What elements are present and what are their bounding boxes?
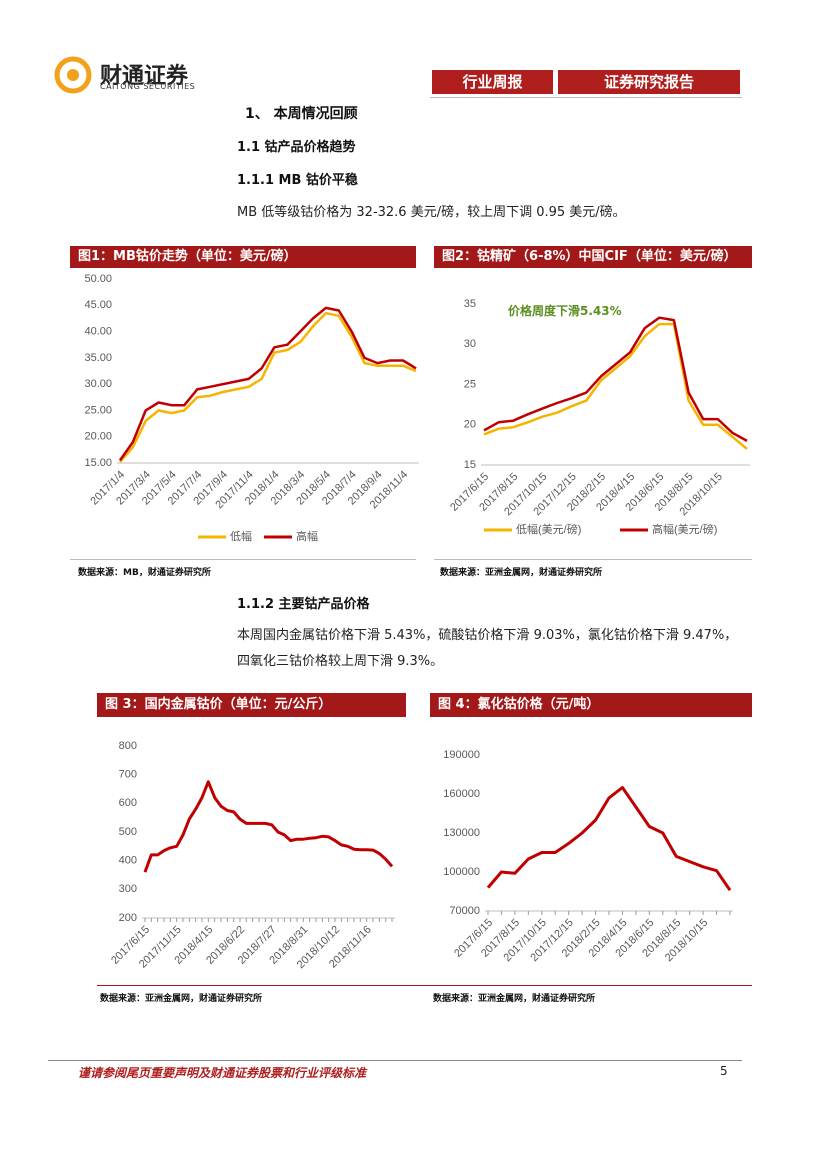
heading: 1、 本周情况回顾 — [245, 106, 358, 122]
figure-title: 图1：MB钴价走势（单位：美元/磅） — [70, 246, 416, 268]
y-tick-label: 30 — [464, 338, 476, 350]
rule — [97, 985, 752, 986]
brand: 财通证券 — [100, 64, 189, 89]
y-tick-label: 700 — [119, 769, 137, 781]
paragraph: 本周国内金属钴价格下滑 5.43%，硫酸钴价格下滑 9.03%，氯化钴价格下滑 … — [237, 628, 738, 643]
heading: 1.1.2 主要钴产品价格 — [237, 597, 370, 612]
footer-text: 谨请参阅尾页重要声明及财通证券股票和行业评级标准 — [78, 1066, 367, 1080]
y-tick-label: 190000 — [443, 749, 480, 761]
series-line — [143, 780, 394, 873]
annotation: 价格周度下滑5.43% — [508, 304, 622, 318]
legend-label: 低幅(美元/磅) — [516, 522, 581, 536]
heading: 1.1.1 MB 钴价平稳 — [237, 173, 358, 188]
source: 数据来源：亚洲金属网，财通证券研究所 — [433, 994, 596, 1004]
legend-label: 低幅 — [230, 530, 252, 543]
heading: 1.1 钴产品价格趋势 — [237, 140, 356, 155]
source: 数据来源：亚洲金属网，财通证券研究所 — [100, 994, 263, 1004]
y-tick-label: 25.00 — [84, 404, 112, 416]
y-tick-label: 45.00 — [84, 299, 112, 311]
legend-label: 高幅 — [296, 529, 318, 543]
paragraph: MB 低等级钴价格为 32-32.6 美元/磅，较上周下调 0.95 美元/磅。 — [237, 205, 626, 220]
figure-title: 图2：钴精矿（6-8%）中国CIF（单位：美元/磅） — [434, 246, 752, 268]
rule — [430, 97, 742, 98]
logo-icon — [67, 69, 79, 81]
y-tick-label: 300 — [119, 883, 137, 895]
rule — [434, 559, 752, 560]
page-number: 5 — [720, 1064, 728, 1078]
y-tick-label: 50.00 — [84, 273, 112, 285]
y-tick-label: 70000 — [449, 905, 480, 917]
rule — [48, 1060, 742, 1061]
source: 数据来源：MB，财通证券研究所 — [78, 568, 211, 578]
series-line — [483, 322, 748, 450]
series-line — [486, 786, 732, 892]
y-tick-label: 100000 — [443, 866, 480, 878]
y-tick-label: 600 — [119, 797, 137, 809]
tab: 证券研究报告 — [558, 70, 740, 94]
tab: 行业周报 — [432, 70, 553, 94]
series-line — [119, 311, 417, 463]
y-tick-label: 15.00 — [84, 457, 112, 469]
y-tick-label: 25 — [464, 378, 476, 390]
logo-icon — [54, 56, 92, 94]
y-tick-label: 500 — [119, 826, 137, 838]
figure-title: 图 4：氯化钴价格（元/吨） — [430, 693, 752, 717]
figure-title: 图 3：国内金属钴价（单位：元/公斤） — [97, 693, 406, 717]
y-tick-label: 400 — [119, 855, 137, 867]
legend-label: 高幅(美元/磅) — [652, 522, 717, 536]
y-tick-label: 20.00 — [84, 431, 112, 443]
y-tick-label: 35.00 — [84, 352, 112, 364]
y-tick-label: 30.00 — [84, 378, 112, 390]
y-tick-label: 15 — [464, 459, 476, 471]
rule — [70, 559, 416, 560]
y-tick-label: 20 — [464, 419, 476, 431]
paragraph: 四氧化三钴价格较上周下滑 9.3%。 — [237, 654, 444, 669]
y-tick-label: 35 — [464, 298, 476, 310]
source: 数据来源：亚洲金属网，财通证券研究所 — [440, 568, 603, 578]
y-tick-label: 40.00 — [84, 325, 112, 337]
brand-en: CAITONG SECURITIES — [100, 82, 196, 91]
y-tick-label: 130000 — [443, 827, 480, 839]
series-line — [118, 306, 417, 462]
y-tick-label: 160000 — [443, 788, 480, 800]
series-line — [483, 316, 748, 442]
y-tick-label: 200 — [119, 912, 137, 924]
y-tick-label: 800 — [119, 740, 137, 752]
